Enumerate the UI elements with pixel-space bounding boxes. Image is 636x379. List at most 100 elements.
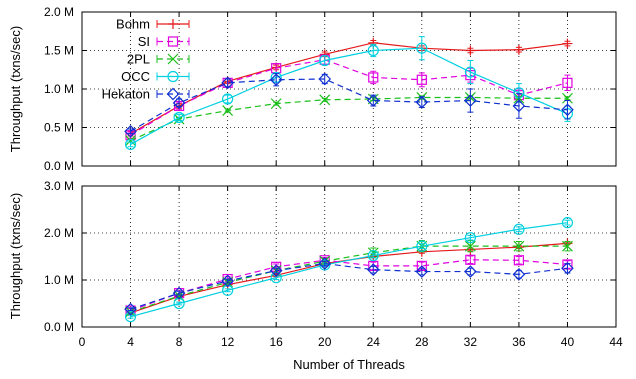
- data-point: [512, 99, 526, 113]
- data-point: [221, 76, 234, 90]
- data-point: [513, 255, 525, 266]
- data-point: [562, 77, 573, 88]
- data-point: [367, 249, 379, 262]
- error-bar: [176, 290, 183, 296]
- data-point: [464, 265, 477, 278]
- data-point: [319, 54, 331, 67]
- legend-entry: SI: [138, 34, 190, 49]
- data-point: [464, 232, 476, 244]
- series-4: [124, 257, 574, 316]
- data-point: [269, 264, 283, 277]
- error-bar: [418, 243, 425, 250]
- error-bar: [176, 113, 183, 122]
- error-bar: [467, 234, 474, 241]
- x-tick-label: 20: [318, 335, 332, 349]
- x-tick-label: 4: [127, 335, 134, 349]
- error-bar: [127, 307, 134, 312]
- data-point: [416, 240, 428, 252]
- legend-label: SI: [138, 34, 150, 49]
- x-tick-label: 12: [221, 335, 235, 349]
- data-point: [464, 94, 477, 107]
- data-point: [367, 44, 379, 57]
- error-bar: [467, 88, 474, 113]
- x-tick-label: 28: [415, 335, 429, 349]
- error-bar: [515, 256, 522, 265]
- y-tick-label: 1.5 M: [44, 44, 74, 58]
- error-bar: [370, 252, 377, 259]
- error-bar: [564, 219, 571, 226]
- data-point: [513, 240, 525, 252]
- data-point: [562, 92, 573, 104]
- legend-errorbar: [156, 90, 190, 98]
- x-tick-label: 8: [176, 335, 183, 349]
- error-bar: [127, 141, 134, 148]
- series-line: [130, 259, 568, 312]
- data-point: [318, 257, 332, 270]
- data-point: [562, 38, 573, 49]
- series-line: [130, 42, 568, 135]
- series-line: [130, 96, 568, 142]
- series-line: [130, 262, 568, 310]
- y-tick-label: 0.0 M: [44, 159, 74, 173]
- data-point: [172, 96, 186, 110]
- x-tick-label: 16: [270, 335, 284, 349]
- series-line: [130, 59, 568, 136]
- error-bar: [467, 255, 474, 265]
- data-point: [415, 95, 429, 109]
- data-point: [562, 240, 573, 252]
- data-point: [318, 72, 332, 86]
- bottom-panel: 0 4 8 12 16 20 24 28 32 36 40 44 0.0 M 1.0 M 2.0 M 3.0 …: [8, 179, 623, 372]
- data-point: [513, 223, 525, 235]
- series-line: [130, 245, 568, 313]
- legend-entry: OCC: [121, 69, 190, 84]
- legend-marker: [166, 87, 180, 101]
- error-bar: [224, 278, 231, 284]
- x-tick-label: 24: [367, 335, 381, 349]
- error-bar: [515, 93, 522, 119]
- y-axis-label: Throughput (txns/sec): [8, 26, 23, 152]
- y-tick-label: 2.0 M: [44, 5, 74, 19]
- error-bar: [321, 260, 328, 267]
- series-2: [125, 92, 573, 147]
- data-point: [124, 302, 137, 316]
- data-point: [319, 259, 331, 271]
- data-point: [319, 94, 331, 106]
- error-bar: [176, 301, 183, 306]
- data-point: [368, 72, 379, 83]
- y-tick-label: 0.0 M: [44, 320, 74, 334]
- data-point: [465, 45, 476, 56]
- error-bar: [564, 74, 571, 92]
- x-tick-label: 36: [512, 335, 526, 349]
- legend-label: Hekaton: [102, 87, 150, 102]
- series-4: [124, 72, 574, 138]
- data-point: [416, 42, 428, 54]
- y-tick-label: 2.0 M: [44, 226, 74, 240]
- legend-label: 2PL: [127, 52, 150, 67]
- x-tick-label: 40: [561, 335, 575, 349]
- data-point: [222, 93, 234, 105]
- data-point: [416, 74, 427, 85]
- legend-marker: [168, 19, 178, 29]
- x-tick-label: 32: [464, 335, 478, 349]
- legend-label: OCC: [121, 69, 150, 84]
- data-point: [512, 268, 526, 281]
- error-bar: [127, 128, 134, 135]
- legend-errorbar: [156, 72, 190, 81]
- plot-frame: [81, 185, 617, 328]
- series-0: [125, 37, 573, 139]
- y-tick-label: 3.0 M: [44, 179, 74, 193]
- error-bar: [467, 60, 474, 85]
- error-bar: [418, 36, 425, 61]
- data-point: [222, 284, 234, 296]
- series-3: [124, 217, 574, 323]
- x-axis-label: Number of Threads: [293, 357, 405, 372]
- legend-entry: Bohm: [116, 17, 190, 32]
- data-point: [366, 94, 380, 107]
- data-point: [366, 263, 380, 277]
- error-bar: [370, 43, 377, 58]
- error-bar: [273, 267, 280, 274]
- top-panel: 0.0 M 0.5 M 1.0 M 1.5 M 2.0 M Throughput (txn…: [8, 5, 617, 173]
- legend-entry: 2PL: [127, 52, 190, 67]
- error-bar: [321, 73, 328, 85]
- data-point: [125, 135, 136, 147]
